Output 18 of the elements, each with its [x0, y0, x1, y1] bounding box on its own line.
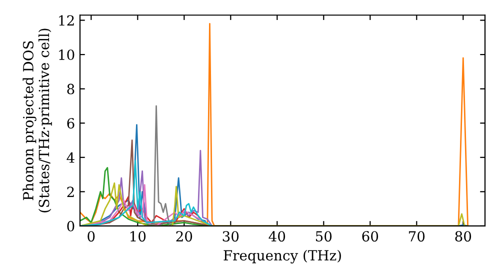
x-tick-label: 0 — [88, 231, 95, 242]
y-axis-title: Phonon projected DOS (States/THz·primitive cell) — [22, 28, 52, 212]
x-tick-label: 40 — [268, 231, 286, 242]
x-tick-label: 60 — [362, 231, 378, 242]
x-tick-label: 50 — [316, 231, 332, 242]
y-tick-label: 8 — [67, 84, 74, 94]
y-tick-label: 4 — [66, 152, 74, 163]
y-tick-label: 0 — [67, 220, 74, 232]
x-tick-label: 70 — [408, 231, 425, 242]
y-tick-label: 6 — [67, 118, 74, 129]
x-tick-label: 80 — [455, 231, 472, 242]
x-tick-label: 10 — [130, 231, 146, 242]
y-tick-label: 10 — [59, 50, 74, 60]
x-axis-title: Frequency (THz) — [224, 250, 341, 264]
x-tick-label: 20 — [176, 231, 192, 242]
y-tick-label: 12 — [59, 15, 74, 26]
y-tick-label: 2 — [67, 186, 74, 197]
x-tick-label: 30 — [222, 231, 239, 242]
